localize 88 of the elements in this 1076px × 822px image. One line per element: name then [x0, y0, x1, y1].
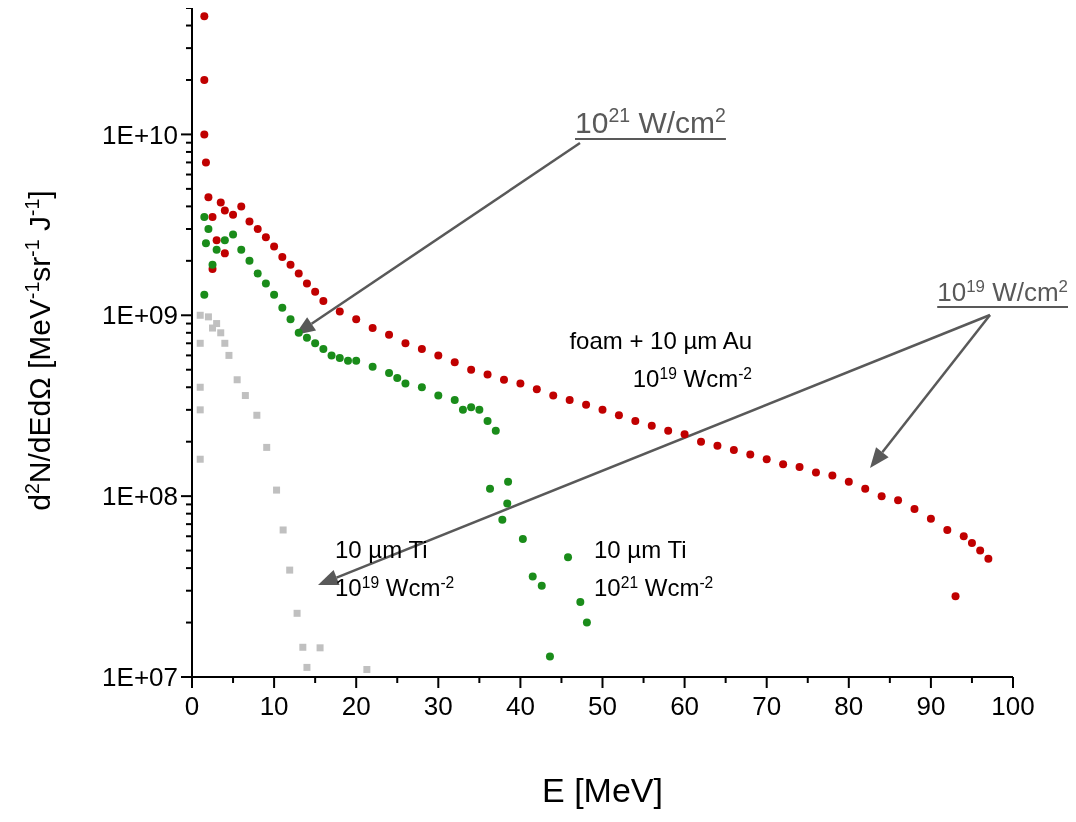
- point: [273, 486, 281, 494]
- point: [467, 403, 476, 412]
- point: [401, 379, 410, 388]
- point: [504, 477, 513, 486]
- point: [352, 356, 361, 365]
- point: [483, 417, 492, 426]
- point: [450, 396, 459, 405]
- point: [270, 290, 279, 299]
- x-axis-title: E [MeV]: [542, 771, 663, 809]
- point: [299, 643, 307, 651]
- x-tick-label: 30: [423, 691, 453, 721]
- point: [303, 663, 311, 671]
- x-tick-label: 100: [991, 691, 1035, 721]
- point: [221, 339, 229, 347]
- point: [576, 597, 585, 606]
- point: [200, 290, 209, 299]
- point: [245, 256, 254, 265]
- point: [528, 572, 537, 581]
- y-tick-label: 1E+08: [102, 481, 178, 512]
- point: [212, 245, 221, 254]
- point: [316, 644, 324, 652]
- point: [196, 383, 204, 391]
- point: [582, 618, 591, 627]
- point: [201, 239, 210, 248]
- point: [564, 553, 573, 562]
- point: [327, 351, 336, 360]
- point: [237, 245, 246, 254]
- point: [253, 269, 262, 278]
- point: [335, 354, 344, 363]
- point: [233, 376, 241, 384]
- x-tick-label: 70: [752, 691, 782, 721]
- point: [241, 392, 249, 400]
- point: [293, 609, 301, 617]
- y-tick-label: 1E+10: [102, 119, 178, 150]
- point: [263, 443, 271, 451]
- point: [225, 351, 233, 359]
- point: [220, 236, 229, 245]
- x-tick-label: 80: [834, 691, 864, 721]
- point: [302, 333, 311, 342]
- point: [537, 581, 546, 590]
- annotation: 10$^{21}$ W/cm$^{2}$: [575, 104, 726, 139]
- point: [253, 411, 261, 419]
- x-tick-label: 0: [184, 691, 200, 721]
- point: [311, 339, 320, 348]
- point: [491, 426, 500, 435]
- point: [368, 362, 377, 371]
- point: [343, 356, 352, 365]
- point: [278, 303, 287, 312]
- point: [196, 339, 204, 347]
- point: [261, 279, 270, 288]
- point: [204, 313, 212, 321]
- point: [319, 345, 328, 354]
- x-tick-label: 10: [259, 691, 289, 721]
- x-tick-label: 60: [670, 691, 700, 721]
- point: [196, 311, 204, 319]
- point: [458, 405, 467, 414]
- point: [475, 405, 484, 414]
- annotation: 10 µm Ti 10$^{21}$ Wcm$^{-2}$: [594, 536, 714, 602]
- point: [518, 534, 527, 543]
- point: [279, 526, 287, 534]
- point: [286, 566, 294, 574]
- point: [363, 666, 371, 674]
- x-tick-label: 50: [588, 691, 617, 721]
- annotation: 10$^{19}$ W/cm$^{2}$: [937, 276, 1068, 307]
- point: [229, 230, 238, 239]
- annotation: foam + 10 µm Au 10$^{19}$ Wcm$^{-2}$: [569, 327, 752, 393]
- point: [545, 652, 554, 661]
- point: [213, 320, 221, 328]
- point: [294, 328, 303, 337]
- x-tick-label: 90: [916, 691, 946, 721]
- x-tick-label: 20: [341, 691, 371, 721]
- point: [498, 515, 507, 524]
- point: [200, 212, 209, 221]
- x-tick-label: 40: [505, 691, 535, 721]
- point: [417, 383, 426, 392]
- point: [434, 391, 443, 400]
- point: [196, 406, 204, 414]
- y-tick-label: 1E+09: [102, 300, 178, 331]
- point: [204, 224, 213, 233]
- point: [385, 368, 394, 377]
- y-tick-label: 1E+07: [102, 662, 178, 693]
- point: [503, 499, 512, 508]
- point: [196, 455, 204, 463]
- point: [393, 374, 402, 382]
- point: [217, 329, 225, 337]
- point: [208, 260, 217, 269]
- point: [286, 315, 295, 324]
- point: [486, 484, 495, 493]
